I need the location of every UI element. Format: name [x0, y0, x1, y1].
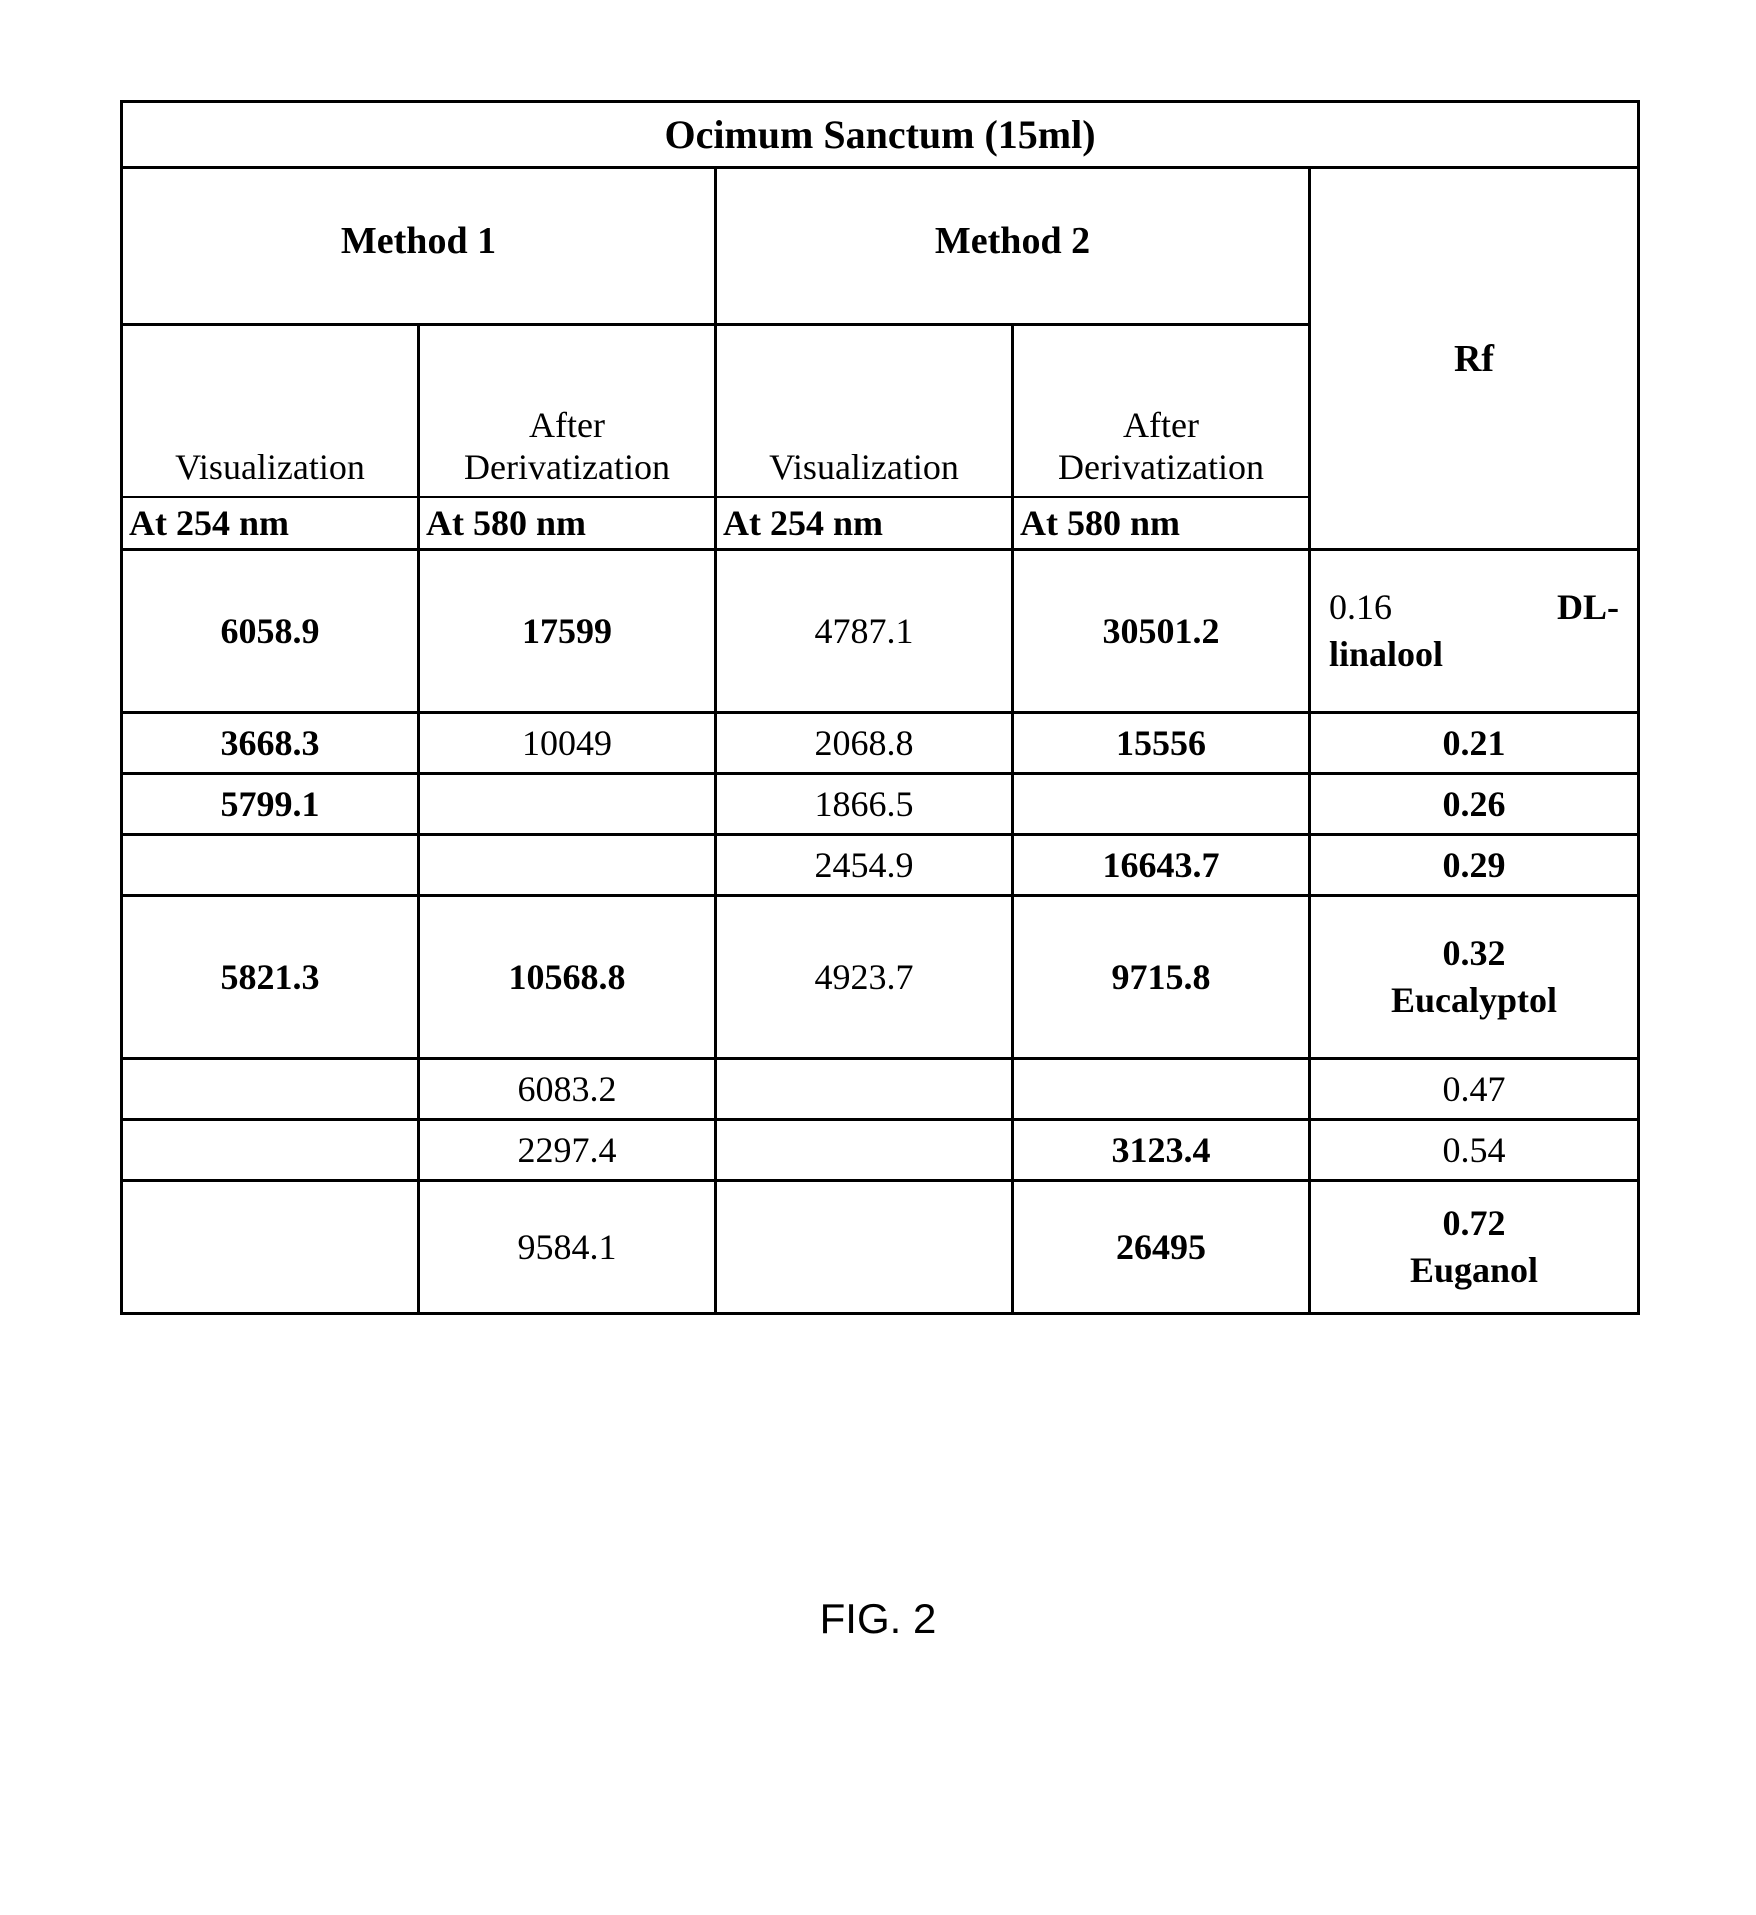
method2-header: Method 2	[717, 169, 1311, 323]
m2-derivatization-header: After Derivatization	[1014, 326, 1308, 496]
m1-visualization-header: Visualization	[123, 326, 420, 496]
m2-der-wavelength: At 580 nm	[1014, 498, 1308, 548]
m1v-cell	[123, 1182, 420, 1312]
m2v-cell: 4923.7	[717, 897, 1014, 1057]
table-row: 9584.1 264950.72Euganol	[123, 1182, 1637, 1312]
method1-subgroup: Visualization After Derivatization At 25…	[123, 323, 717, 548]
rf-cell: 0.54	[1311, 1121, 1637, 1179]
table-row: 2297.4 3123.40.54	[123, 1121, 1637, 1182]
m2d-cell: 30501.2	[1014, 551, 1311, 711]
m1d-cell: 17599	[420, 551, 717, 711]
m2v-cell	[717, 1182, 1014, 1312]
m1v-cell: 5821.3	[123, 897, 420, 1057]
m2d-cell: 9715.8	[1014, 897, 1311, 1057]
m1d-cell: 10049	[420, 714, 717, 772]
rf-cell: 0.16DL-linalool	[1311, 551, 1637, 711]
m1d-cell	[420, 836, 717, 894]
table-row: 2454.916643.70.29	[123, 836, 1637, 897]
m2-vis-wavelength: At 254 nm	[717, 498, 1014, 548]
table-row: 5799.1 1866.5 0.26	[123, 775, 1637, 836]
m1d-cell: 2297.4	[420, 1121, 717, 1179]
m2d-cell: 16643.7	[1014, 836, 1311, 894]
method-header-row: Method 1 Method 2	[123, 169, 1311, 323]
subheader-row: Visualization After Derivatization At 25…	[123, 323, 1311, 548]
m1v-cell: 3668.3	[123, 714, 420, 772]
m1-der-wavelength: At 580 nm	[420, 498, 714, 548]
rf-cell: 0.29	[1311, 836, 1637, 894]
m2v-cell	[717, 1060, 1014, 1118]
method2-subgroup: Visualization After Derivatization At 25…	[717, 323, 1311, 548]
rf-cell: 0.21	[1311, 714, 1637, 772]
rf-header: Rf	[1311, 169, 1637, 548]
table-title: Ocimum Sanctum (15ml)	[123, 103, 1637, 169]
m1v-cell	[123, 836, 420, 894]
m2v-cell	[717, 1121, 1014, 1179]
m1d-cell: 9584.1	[420, 1182, 717, 1312]
m1v-cell	[123, 1121, 420, 1179]
m2d-cell: 26495	[1014, 1182, 1311, 1312]
figure-label: FIG. 2	[120, 1595, 1636, 1643]
m1v-cell: 6058.9	[123, 551, 420, 711]
table-row: 6083.2 0.47	[123, 1060, 1637, 1121]
m2v-cell: 2454.9	[717, 836, 1014, 894]
m2-visualization-header: Visualization	[717, 326, 1014, 496]
m1d-cell	[420, 775, 717, 833]
m1d-cell: 10568.8	[420, 897, 717, 1057]
m1-derivatization-header: After Derivatization	[420, 326, 714, 496]
m2d-cell: 3123.4	[1014, 1121, 1311, 1179]
m1-vis-wavelength: At 254 nm	[123, 498, 420, 548]
m2v-cell: 4787.1	[717, 551, 1014, 711]
rf-cell: 0.47	[1311, 1060, 1637, 1118]
m2v-cell: 2068.8	[717, 714, 1014, 772]
table-row: 6058.9175994787.130501.20.16DL-linalool	[123, 551, 1637, 714]
rf-cell: 0.72Euganol	[1311, 1182, 1637, 1312]
rf-cell: 0.32Eucalyptol	[1311, 897, 1637, 1057]
m2d-cell	[1014, 775, 1311, 833]
m2v-cell: 1866.5	[717, 775, 1014, 833]
rf-cell: 0.26	[1311, 775, 1637, 833]
m1v-cell	[123, 1060, 420, 1118]
table-row: 5821.310568.84923.79715.80.32Eucalyptol	[123, 897, 1637, 1060]
m2d-cell	[1014, 1060, 1311, 1118]
data-rows-container: 6058.9175994787.130501.20.16DL-linalool3…	[123, 551, 1637, 1312]
m1d-cell: 6083.2	[420, 1060, 717, 1118]
method1-header: Method 1	[123, 169, 717, 323]
table-header-section: Method 1 Method 2 Visualization After De…	[123, 169, 1637, 551]
m1v-cell: 5799.1	[123, 775, 420, 833]
table-row: 3668.3100492068.8155560.21	[123, 714, 1637, 775]
data-table: Ocimum Sanctum (15ml) Method 1 Method 2 …	[120, 100, 1640, 1315]
m2d-cell: 15556	[1014, 714, 1311, 772]
